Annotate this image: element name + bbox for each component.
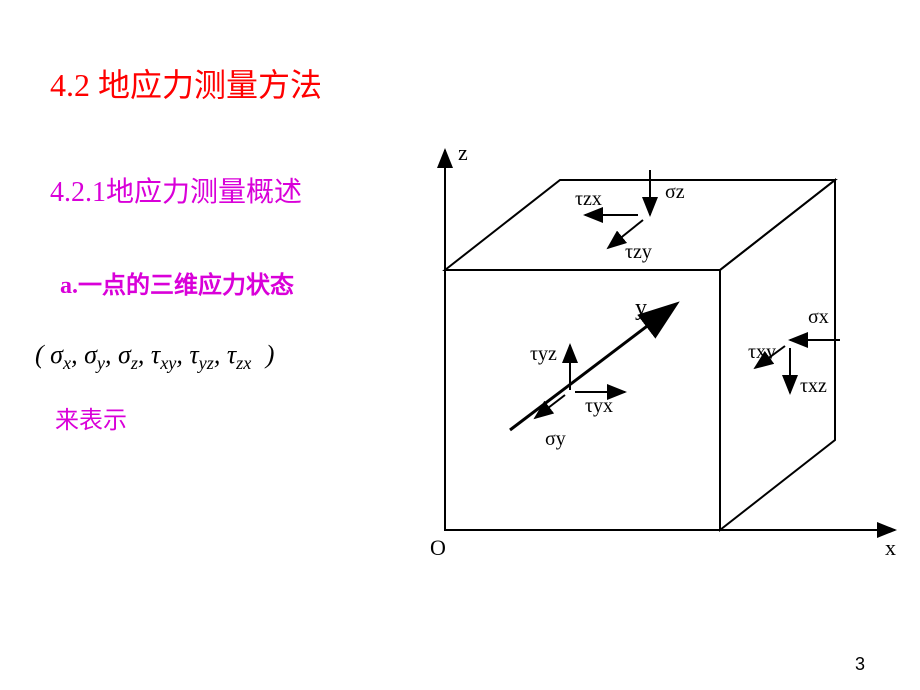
term-3: τ	[151, 340, 160, 369]
sigma-z-label: σz	[665, 181, 685, 203]
sub-2: z	[131, 353, 138, 373]
z-axis-label: z	[458, 140, 468, 165]
tau-zx-label: τzx	[575, 188, 602, 210]
term-1: σ	[84, 340, 97, 369]
section-subtitle: 4.2.1地应力测量概述	[50, 170, 302, 210]
sub-1: y	[97, 353, 105, 373]
section-title: 4.2 地应力测量方法	[50, 60, 322, 106]
paren-close: )	[266, 340, 275, 369]
sub-3: xy	[160, 353, 176, 373]
term-5: τ	[227, 340, 236, 369]
y-axis-label: y	[635, 295, 647, 321]
sub-5: zx	[236, 353, 251, 373]
sub-4: yz	[199, 353, 214, 373]
stress-cube-diagram: z x O y σz τzx τzy σx τxy	[410, 130, 910, 630]
tau-yz-label: τyz	[530, 343, 557, 365]
tau-yx-label: τyx	[585, 395, 613, 417]
paren-open: (	[35, 340, 44, 369]
tau-xz-label: τxz	[800, 375, 827, 397]
tau-xy-label: τxy	[748, 341, 776, 363]
subheading: a.一点的三维应力状态	[60, 265, 294, 300]
x-axis-label: x	[885, 535, 896, 560]
term-0: σ	[50, 340, 63, 369]
origin-label: O	[430, 535, 446, 560]
sigma-x-label: σx	[808, 306, 829, 328]
sigma-y-label: σy	[545, 428, 566, 450]
stress-formula: ( σx, σy, σz, τxy, τyz, τzx )	[35, 340, 274, 374]
footnote: 来表示	[55, 400, 127, 435]
tau-zy-label: τzy	[625, 241, 652, 263]
sub-0: x	[63, 353, 71, 373]
page-number: 3	[855, 654, 865, 675]
term-4: τ	[189, 340, 198, 369]
term-2: σ	[118, 340, 131, 369]
